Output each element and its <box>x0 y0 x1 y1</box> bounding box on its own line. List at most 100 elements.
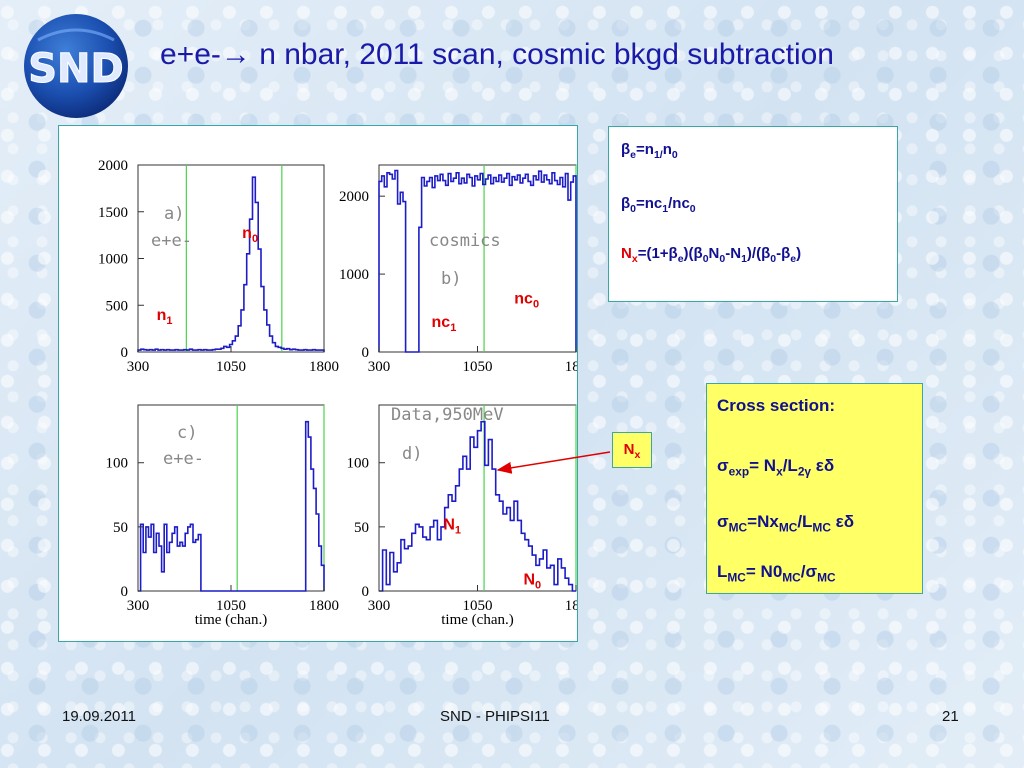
histogram-bin <box>284 349 287 352</box>
histogram-bin <box>167 350 170 352</box>
histogram-bin <box>156 533 159 591</box>
histogram-bin <box>427 181 430 352</box>
panel-tag: c) <box>177 423 197 443</box>
histogram-bin <box>424 186 427 352</box>
panel-tag: d) <box>402 444 422 464</box>
y-tick-label: 2000 <box>98 158 128 174</box>
slide-title: e+e-→ n nbar, 2011 scan, cosmic bkgd sub… <box>160 38 834 71</box>
histogram-bin <box>558 559 562 591</box>
histogram-bin <box>146 527 149 591</box>
histogram-panel-2: 0 1000 2000 300 1050 180 b) cosmics nc0 nc1 <box>339 164 577 375</box>
x-tick-label: 1050 <box>463 598 493 614</box>
signal-label: nc0 <box>514 291 539 311</box>
histogram-bin <box>502 182 505 352</box>
histogram-bin <box>496 181 499 352</box>
histogram-bin <box>412 533 416 591</box>
histogram-bin <box>159 546 162 591</box>
histogram-bin <box>514 501 518 591</box>
y-tick-label: 1000 <box>98 252 128 268</box>
histogram-bin <box>481 422 485 591</box>
histogram-bin <box>464 183 467 352</box>
histogram-bin <box>475 176 478 352</box>
plot-frame <box>137 404 325 592</box>
histogram-bin <box>423 537 427 591</box>
histogram-bin <box>295 350 298 352</box>
sigma-exp-formula: σexp= Nx/L2γ εδ <box>717 456 835 479</box>
histogram-bin <box>474 447 478 591</box>
x-tick-label: 300 <box>368 359 391 375</box>
panel-tag: a) <box>164 204 184 224</box>
histogram-bin <box>227 347 230 352</box>
histogram-bin <box>544 175 547 352</box>
histogram-bin <box>408 546 412 591</box>
histogram-line <box>138 420 325 592</box>
histogram-bin <box>552 173 555 352</box>
x-tick-label: 1050 <box>463 359 493 375</box>
histogram-bin <box>379 181 382 352</box>
panel-subtitle: e+e- <box>163 449 204 469</box>
y-tick-label: 0 <box>121 584 129 600</box>
histogram-bin <box>383 550 387 591</box>
histogram-bin <box>518 520 522 591</box>
histogram-bin <box>177 546 180 591</box>
histogram-bin <box>515 180 518 352</box>
histogram-bin <box>390 174 393 352</box>
sigma-mc-formula: σMC=NxMC/LMC εδ <box>717 512 855 535</box>
panel-subtitle: e+e- <box>151 231 192 251</box>
histogram-bin <box>175 527 178 591</box>
x-tick-label: 300 <box>368 598 391 614</box>
x-tick-label: 1050 <box>216 359 246 375</box>
histogram-bin <box>241 310 244 352</box>
histogram-bin <box>154 553 157 592</box>
x-tick-label: 1050 <box>216 598 246 614</box>
histogram-bin <box>456 486 460 591</box>
histogram-bin <box>273 343 276 352</box>
histogram-bin <box>395 171 398 353</box>
histogram-bin <box>494 178 497 353</box>
histogram-bin <box>232 341 235 352</box>
histogram-bin <box>382 176 385 352</box>
histogram-bin <box>520 183 523 352</box>
histogram-bin <box>224 346 227 352</box>
histogram-bin <box>456 173 459 352</box>
histogram-bin <box>549 184 552 352</box>
formula-beta-e: βe=n1/n0 <box>621 141 678 161</box>
histogram-bin <box>397 563 401 591</box>
nx-label-box: Nx <box>612 432 652 468</box>
histogram-bin <box>573 176 576 352</box>
histogram-bin <box>507 174 510 352</box>
histogram-bin <box>507 508 511 591</box>
histogram-bin <box>536 180 539 352</box>
svg-text:SND: SND <box>28 46 124 92</box>
histogram-bin <box>565 174 568 352</box>
histogram-bin <box>311 469 314 591</box>
histogram-bin <box>405 549 409 591</box>
footer-center: SND - PHIPSI11 <box>440 708 550 725</box>
histogram-bin <box>315 350 318 352</box>
histogram-bin <box>149 537 152 591</box>
histogram-bin <box>568 200 571 352</box>
histogram-line <box>378 169 577 353</box>
histogram-bin <box>190 349 193 352</box>
histogram-bin <box>141 524 144 591</box>
histogram-bin <box>192 350 195 352</box>
histogram-bin <box>175 350 178 352</box>
histogram-bin <box>247 254 250 352</box>
histogram-bin <box>306 422 309 591</box>
histogram-bin <box>467 469 471 591</box>
histogram-bin <box>441 527 445 591</box>
histogram-bin <box>504 178 507 352</box>
histogram-bin <box>384 187 387 352</box>
histogram-bin <box>149 350 152 352</box>
x-tick-label: 300 <box>127 359 150 375</box>
histogram-bin <box>253 177 256 352</box>
footer-date: 19.09.2011 <box>62 708 136 725</box>
histogram-bin <box>143 553 146 592</box>
y-tick-label: 100 <box>347 456 370 472</box>
histogram-bin <box>390 553 394 592</box>
histogram-bin <box>557 185 560 353</box>
histogram-bin <box>281 348 284 352</box>
histogram-bin <box>426 540 430 591</box>
